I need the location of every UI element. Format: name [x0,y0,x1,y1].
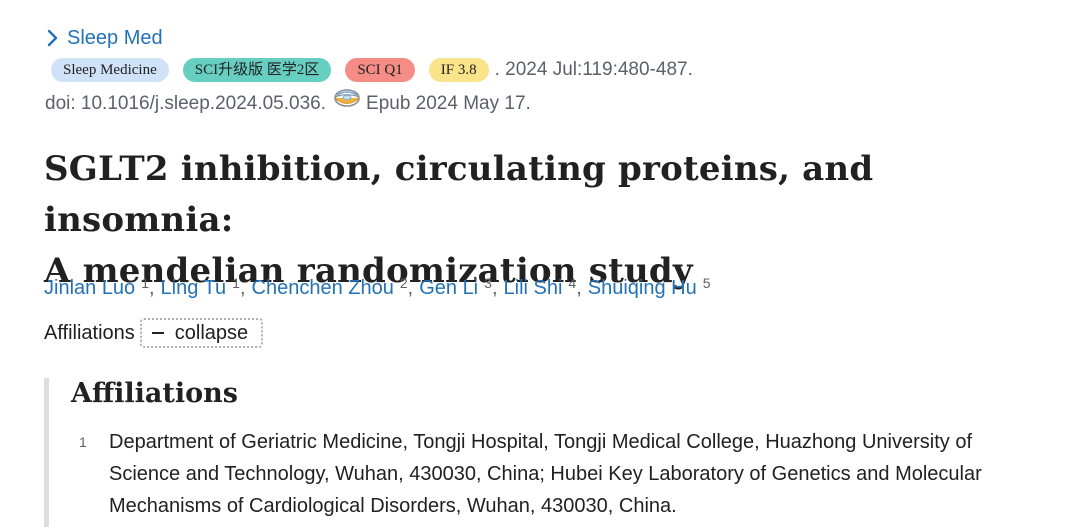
author-affiliation-ref[interactable]: 2 [399,275,408,291]
epub-date: Epub 2024 May 17. [366,93,531,114]
sci-zone-badge[interactable]: SCI升级版 医学2区 [182,58,332,82]
journal-name[interactable]: Sleep Med [67,26,163,49]
author-affiliation-ref[interactable]: 5 [702,275,711,291]
author-link[interactable]: Jinlan Luo [44,277,136,299]
affiliations-heading: Affiliations [71,378,238,409]
article-title-line-2: A mendelian randomization study [44,251,693,291]
affiliation-number: 1 [79,434,87,450]
sci-quartile-badge[interactable]: SCI Q1 [345,58,415,82]
minus-icon [151,332,164,334]
author-affiliation-ref[interactable]: 4 [568,275,577,291]
doi-text: doi: 10.1016/j.sleep.2024.05.036. [45,93,327,114]
author-affiliation-ref[interactable]: 1 [141,275,149,291]
journal-link[interactable]: Sleep Med [46,24,163,52]
article-title: SGLT2 inhibition, circulating proteins, … [44,144,1064,297]
affiliations-panel: Affiliations 1 Department of Geriatric M… [44,378,1044,527]
author-link[interactable]: Shuiqing Hu [587,277,697,299]
author-link[interactable]: Gen Li [419,277,479,299]
collapse-button-label: collapse [174,321,249,344]
author-affiliation-ref[interactable]: 3 [484,275,492,291]
author-separator: , [239,277,246,299]
author-separator: , [407,277,414,299]
author-link[interactable]: Chenchen Zhou [251,277,394,299]
article-title-line-1: SGLT2 inhibition, circulating proteins, … [44,149,874,240]
impact-factor-badge[interactable]: IF 3.8 [428,58,489,82]
author-separator: , [491,277,498,299]
authors-list: Jinlan Luo 1 , Ling Tu 1 , Chenchen Zhou… [44,268,711,300]
chevron-right-icon [47,29,58,47]
citation-row: Sleep Medicine SCI升级版 医学2区 SCI Q1 IF 3.8… [51,56,693,84]
citation-date-volume: . 2024 Jul:119:480-487. [494,59,693,80]
affiliations-label: Affiliations [44,321,135,344]
author-separator: , [576,277,582,299]
doi-row: doi: 10.1016/j.sleep.2024.05.036. Epub 2… [45,89,531,119]
globe-icon[interactable] [332,85,362,111]
affiliation-text: Department of Geriatric Medicine, Tongji… [109,431,982,517]
author-link[interactable]: Lili Shi [503,277,563,299]
affiliation-item: 1 Department of Geriatric Medicine, Tong… [79,426,1039,522]
collapse-affiliations-button[interactable]: collapse [139,318,264,348]
journal-badge[interactable]: Sleep Medicine [51,58,169,82]
author-link[interactable]: Ling Tu [160,277,227,299]
affiliations-toggle-row: Affiliations collapse [44,316,264,350]
affiliations-list: 1 Department of Geriatric Medicine, Tong… [79,426,1039,522]
author-affiliation-ref[interactable]: 1 [232,275,240,291]
author-separator: , [148,277,155,299]
